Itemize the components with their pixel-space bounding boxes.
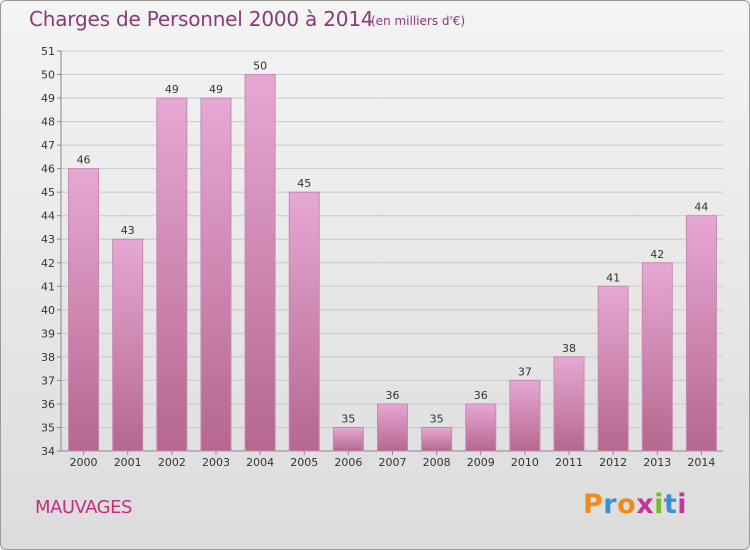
logo-letter: i bbox=[677, 489, 688, 520]
y-tick-label: 39 bbox=[41, 327, 55, 340]
x-tick-label: 2008 bbox=[423, 456, 451, 469]
bar bbox=[244, 74, 276, 452]
x-tick-label: 2001 bbox=[114, 456, 142, 469]
bar-value-label: 45 bbox=[297, 177, 311, 190]
bar bbox=[288, 191, 320, 452]
chart-title: Charges de Personnel 2000 à 2014 bbox=[29, 7, 374, 31]
bar-value-label: 37 bbox=[518, 365, 532, 378]
x-tick-label: 2010 bbox=[511, 456, 539, 469]
bar-value-label: 50 bbox=[253, 60, 267, 73]
y-tick-label: 50 bbox=[41, 69, 55, 82]
x-tick-label: 2012 bbox=[599, 456, 627, 469]
y-tick-label: 45 bbox=[41, 186, 55, 199]
y-tick-label: 34 bbox=[41, 445, 55, 458]
y-tick-label: 36 bbox=[41, 398, 55, 411]
bar-value-label: 43 bbox=[121, 224, 135, 237]
bar bbox=[200, 97, 232, 452]
y-tick-label: 38 bbox=[41, 351, 55, 364]
bar bbox=[68, 168, 100, 452]
logo-letter: t bbox=[663, 489, 678, 520]
x-tick-label: 2006 bbox=[334, 456, 362, 469]
y-tick-label: 43 bbox=[41, 233, 55, 246]
bar bbox=[332, 426, 364, 452]
bar-value-label: 35 bbox=[430, 412, 444, 425]
x-tick-label: 2002 bbox=[158, 456, 186, 469]
bar-value-label: 46 bbox=[77, 154, 91, 167]
logo-letter: x bbox=[636, 489, 655, 520]
bar bbox=[112, 238, 144, 452]
y-tick-label: 47 bbox=[41, 139, 55, 152]
bar bbox=[421, 426, 453, 452]
bars bbox=[68, 74, 717, 452]
y-tick-label: 51 bbox=[41, 45, 55, 58]
x-tick-label: 2011 bbox=[555, 456, 583, 469]
bar bbox=[509, 379, 541, 452]
x-tick-label: 2004 bbox=[246, 456, 274, 469]
y-tick-label: 42 bbox=[41, 257, 55, 270]
bar-value-label: 36 bbox=[474, 389, 488, 402]
logo-letter: P bbox=[583, 489, 604, 520]
y-tick-label: 46 bbox=[41, 163, 55, 176]
bar bbox=[465, 403, 497, 452]
bar-value-label: 35 bbox=[341, 412, 355, 425]
x-tick-label: 2013 bbox=[643, 456, 671, 469]
bar-value-label: 42 bbox=[650, 248, 664, 261]
labels: 46 2000 43 2001 49 2002 49 2003 50 2004 45 2005 35 20… bbox=[70, 60, 716, 469]
bar bbox=[553, 356, 585, 452]
x-tick-label: 2009 bbox=[467, 456, 495, 469]
logo-letter: i bbox=[654, 489, 664, 520]
bar-value-label: 41 bbox=[606, 271, 620, 284]
y-tick-label: 48 bbox=[41, 116, 55, 129]
x-tick-label: 2014 bbox=[687, 456, 715, 469]
bar-value-label: 49 bbox=[165, 83, 179, 96]
logo-letter: o bbox=[617, 489, 637, 520]
bar bbox=[641, 262, 673, 452]
commune-name: MAUVAGES bbox=[35, 497, 132, 518]
bar-value-label: 49 bbox=[209, 83, 223, 96]
bar bbox=[156, 97, 188, 452]
x-tick-label: 2007 bbox=[379, 456, 407, 469]
bar-value-label: 44 bbox=[694, 201, 708, 214]
y-tick-label: 41 bbox=[41, 280, 55, 293]
chart-subtitle: (en milliers d'€) bbox=[371, 14, 466, 28]
x-tick-label: 2000 bbox=[70, 456, 98, 469]
x-tick-label: 2003 bbox=[202, 456, 230, 469]
y-tick-label: 44 bbox=[41, 210, 55, 223]
bar bbox=[377, 403, 408, 452]
proxiti-logo[interactable]: Proxiti bbox=[583, 489, 687, 520]
bar bbox=[597, 285, 629, 452]
x-tick-label: 2005 bbox=[290, 456, 318, 469]
bar-value-label: 38 bbox=[562, 342, 576, 355]
bar-value-label: 36 bbox=[386, 389, 400, 402]
bar bbox=[685, 215, 717, 452]
y-tick-label: 35 bbox=[41, 421, 55, 434]
y-tick-label: 37 bbox=[41, 374, 55, 387]
y-tick-label: 49 bbox=[41, 92, 55, 105]
logo-letter: r bbox=[603, 489, 618, 520]
y-tick-label: 40 bbox=[41, 304, 55, 317]
